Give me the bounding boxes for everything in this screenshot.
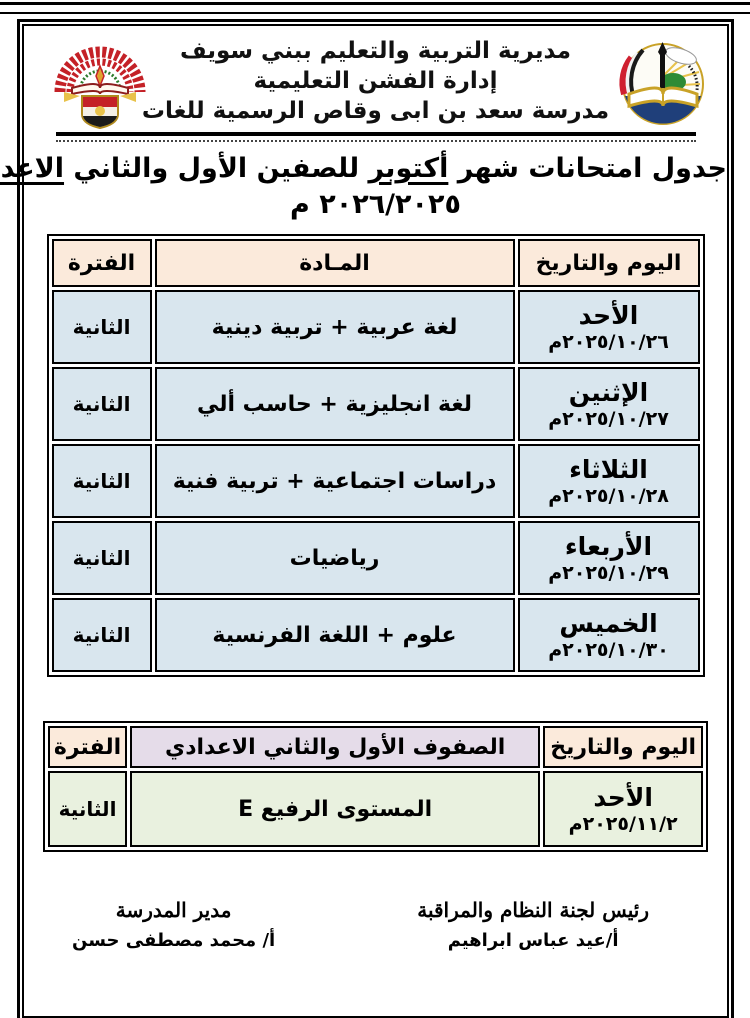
day-date-cell: الأحد ٢٠٢٥/١١/٢م xyxy=(543,771,704,847)
date-value: ٢٠٢٥/١٠/٢٦م xyxy=(548,330,669,353)
signature-title: مدير المدرسة xyxy=(115,898,232,922)
advanced-level-table: اليوم والتاريخ الصفوف الأول والثاني الاع… xyxy=(42,721,709,852)
table-row: الأحد ٢٠٢٥/١٠/٢٦م لغة عربية + تربية ديني… xyxy=(51,290,700,364)
signature-title: رئيس لجنة النظام والمراقبة xyxy=(417,898,649,922)
school-name: مدرسة سعد بن ابى وقاص الرسمية للغات xyxy=(141,98,610,124)
day-date-cell: الثلاثاء ٢٠٢٥/١٠/٢٨م xyxy=(517,444,700,518)
academic-year: ٢٠٢٦/٢٠٢٥ م xyxy=(290,189,461,220)
date-value: ٢٠٢٥/١١/٢م xyxy=(568,812,678,835)
day-date-cell: الأربعاء ٢٠٢٥/١٠/٢٩م xyxy=(517,521,700,595)
day-date-cell: الأحد ٢٠٢٥/١٠/٢٦م xyxy=(517,290,700,364)
day-name: الإثنين xyxy=(568,377,649,407)
subject-cell: لغة عربية + تربية دينية xyxy=(154,290,515,364)
day-date-cell: الخميس ٢٠٢٥/١٠/٣٠م xyxy=(517,598,700,672)
document-frame: مديرية التربية والتعليم ببني سويف إدارة … xyxy=(0,19,734,1018)
day-name: الخميس xyxy=(559,608,658,638)
column-header-grades: الصفوف الأول والثاني الاعدادي xyxy=(130,726,541,768)
signature-name: أ/عيد عباس ابراهيم xyxy=(447,930,619,951)
letterhead: مديرية التربية والتعليم ببني سويف إدارة … xyxy=(24,26,727,130)
title-text: جدول امتحانات شهر xyxy=(448,153,727,184)
ministry-of-education-emblem-icon xyxy=(54,46,146,130)
title-text: للصفين الأول والثاني xyxy=(64,153,369,184)
table-row: الثلاثاء ٢٠٢٥/١٠/٢٨م دراسات اجتماعية + ت… xyxy=(51,444,700,518)
day-name: الأحد xyxy=(593,782,653,812)
day-date-cell: الإثنين ٢٠٢٥/١٠/٢٧م xyxy=(517,367,700,441)
subject-cell: لغة انجليزية + حاسب ألي xyxy=(154,367,515,441)
column-header-period: الفترة xyxy=(51,239,152,287)
title-month-underlined: أكتوبر xyxy=(368,153,449,184)
column-header-day: اليوم والتاريخ xyxy=(517,239,700,287)
header-divider xyxy=(55,132,696,142)
column-header-subject: المـادة xyxy=(154,239,515,287)
subject-cell: دراسات اجتماعية + تربية فنية xyxy=(154,444,515,518)
subject-cell: رياضيات xyxy=(154,521,515,595)
control-committee-signature: رئيس لجنة النظام والمراقبة أ/عيد عباس اب… xyxy=(417,898,649,951)
directorate-name: مديرية التربية والتعليم ببني سويف xyxy=(179,38,572,64)
period-cell: الثانية xyxy=(51,598,152,672)
date-value: ٢٠٢٥/١٠/٢٨م xyxy=(548,484,669,507)
header-row: اليوم والتاريخ الصفوف الأول والثاني الاع… xyxy=(47,726,704,768)
period-cell: الثانية xyxy=(51,521,152,595)
subject-cell: المستوى الرفيع E xyxy=(130,771,541,847)
signature-name: أ/ محمد مصطفى حسن xyxy=(72,930,276,951)
title-grades-underlined: الاعدادي xyxy=(0,153,65,184)
column-header-period: الفترة xyxy=(47,726,128,768)
document-title: جدول امتحانات شهر أكتوبر للصفين الأول وا… xyxy=(0,150,727,188)
date-value: ٢٠٢٥/١٠/٢٩م xyxy=(548,561,669,584)
exam-schedule-table: اليوم والتاريخ المـادة الفترة الأحد ٢٠٢٥… xyxy=(46,234,705,677)
table-row: الخميس ٢٠٢٥/١٠/٣٠م علوم + اللغة الفرنسية… xyxy=(51,598,700,672)
header-row: اليوم والتاريخ المـادة الفترة xyxy=(51,239,700,287)
signature-block: رئيس لجنة النظام والمراقبة أ/عيد عباس اب… xyxy=(24,898,727,998)
day-name: الأربعاء xyxy=(564,531,653,561)
page-top-rule xyxy=(0,2,750,14)
period-cell: الثانية xyxy=(47,771,128,847)
administration-name: إدارة الفشن التعليمية xyxy=(253,68,498,94)
table-row: الإثنين ٢٠٢٥/١٠/٢٧م لغة انجليزية + حاسب … xyxy=(51,367,700,441)
period-cell: الثانية xyxy=(51,367,152,441)
period-cell: الثانية xyxy=(51,444,152,518)
day-name: الأحد xyxy=(578,300,639,330)
subject-cell: علوم + اللغة الفرنسية xyxy=(154,598,515,672)
column-header-day: اليوم والتاريخ xyxy=(543,726,704,768)
table-row: الأحد ٢٠٢٥/١١/٢م المستوى الرفيع E الثاني… xyxy=(47,771,704,847)
period-cell: الثانية xyxy=(51,290,152,364)
day-name: الثلاثاء xyxy=(569,454,648,484)
date-value: ٢٠٢٥/١٠/٣٠م xyxy=(548,638,669,661)
date-value: ٢٠٢٥/١٠/٢٧م xyxy=(548,407,669,430)
educational-administration-emblem-icon xyxy=(619,42,704,125)
school-principal-signature: مدير المدرسة أ/ محمد مصطفى حسن xyxy=(72,898,275,951)
table-row: الأربعاء ٢٠٢٥/١٠/٢٩م رياضيات الثانية xyxy=(51,521,700,595)
